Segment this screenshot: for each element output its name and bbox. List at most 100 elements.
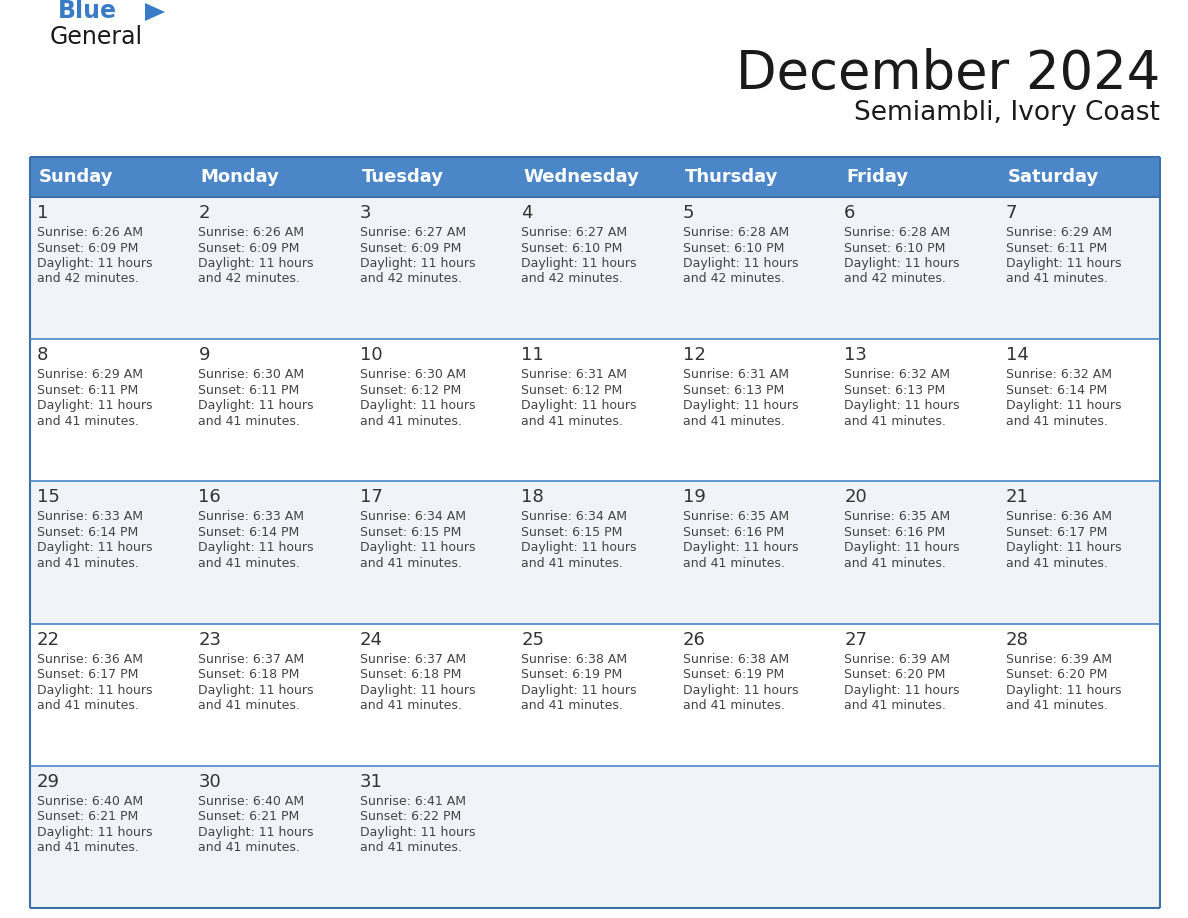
Text: and 41 minutes.: and 41 minutes. xyxy=(198,557,301,570)
Text: and 41 minutes.: and 41 minutes. xyxy=(683,415,784,428)
Text: Daylight: 11 hours: Daylight: 11 hours xyxy=(1005,684,1121,697)
Text: Sunrise: 6:32 AM: Sunrise: 6:32 AM xyxy=(1005,368,1112,381)
Text: Daylight: 11 hours: Daylight: 11 hours xyxy=(522,542,637,554)
Bar xyxy=(999,197,1159,339)
Text: Sunset: 6:21 PM: Sunset: 6:21 PM xyxy=(198,811,299,823)
Text: Sunrise: 6:37 AM: Sunrise: 6:37 AM xyxy=(360,653,466,666)
Bar xyxy=(353,197,514,339)
Text: Tuesday: Tuesday xyxy=(362,168,444,186)
Text: 27: 27 xyxy=(845,631,867,649)
Bar xyxy=(514,157,676,197)
Text: Sunset: 6:09 PM: Sunset: 6:09 PM xyxy=(198,241,299,254)
Text: Sunset: 6:17 PM: Sunset: 6:17 PM xyxy=(37,668,138,681)
Text: Sunrise: 6:30 AM: Sunrise: 6:30 AM xyxy=(360,368,466,381)
Text: 13: 13 xyxy=(845,346,867,364)
Text: General: General xyxy=(50,25,143,49)
Text: Daylight: 11 hours: Daylight: 11 hours xyxy=(1005,399,1121,412)
Text: Sunset: 6:10 PM: Sunset: 6:10 PM xyxy=(683,241,784,254)
Text: Sunrise: 6:35 AM: Sunrise: 6:35 AM xyxy=(683,510,789,523)
Text: 3: 3 xyxy=(360,204,372,222)
Text: 18: 18 xyxy=(522,488,544,507)
Text: Sunrise: 6:26 AM: Sunrise: 6:26 AM xyxy=(198,226,304,239)
Text: Sunset: 6:15 PM: Sunset: 6:15 PM xyxy=(360,526,461,539)
Bar xyxy=(514,197,676,339)
Text: Sunrise: 6:26 AM: Sunrise: 6:26 AM xyxy=(37,226,143,239)
Text: December 2024: December 2024 xyxy=(735,48,1159,100)
Bar xyxy=(30,766,191,908)
Text: Sunrise: 6:40 AM: Sunrise: 6:40 AM xyxy=(198,795,304,808)
Text: and 41 minutes.: and 41 minutes. xyxy=(845,700,946,712)
Text: Sunrise: 6:35 AM: Sunrise: 6:35 AM xyxy=(845,510,950,523)
Text: Sunrise: 6:27 AM: Sunrise: 6:27 AM xyxy=(522,226,627,239)
Text: Daylight: 11 hours: Daylight: 11 hours xyxy=(845,399,960,412)
Text: Sunrise: 6:31 AM: Sunrise: 6:31 AM xyxy=(522,368,627,381)
Text: 14: 14 xyxy=(1005,346,1029,364)
Text: Sunset: 6:21 PM: Sunset: 6:21 PM xyxy=(37,811,138,823)
Bar xyxy=(514,481,676,623)
Bar xyxy=(353,766,514,908)
Text: Sunset: 6:14 PM: Sunset: 6:14 PM xyxy=(198,526,299,539)
Bar xyxy=(353,481,514,623)
Text: Sunset: 6:12 PM: Sunset: 6:12 PM xyxy=(360,384,461,397)
Text: 1: 1 xyxy=(37,204,49,222)
Text: Friday: Friday xyxy=(846,168,909,186)
Text: Sunset: 6:15 PM: Sunset: 6:15 PM xyxy=(522,526,623,539)
Text: Daylight: 11 hours: Daylight: 11 hours xyxy=(683,542,798,554)
Bar xyxy=(30,197,191,339)
Text: Daylight: 11 hours: Daylight: 11 hours xyxy=(522,257,637,270)
Text: Daylight: 11 hours: Daylight: 11 hours xyxy=(360,399,475,412)
Text: and 41 minutes.: and 41 minutes. xyxy=(360,700,462,712)
Text: Daylight: 11 hours: Daylight: 11 hours xyxy=(845,542,960,554)
Text: Sunrise: 6:27 AM: Sunrise: 6:27 AM xyxy=(360,226,466,239)
Text: 16: 16 xyxy=(198,488,221,507)
Text: and 41 minutes.: and 41 minutes. xyxy=(198,841,301,855)
Text: Sunset: 6:10 PM: Sunset: 6:10 PM xyxy=(522,241,623,254)
Text: and 42 minutes.: and 42 minutes. xyxy=(360,273,462,285)
Bar xyxy=(676,623,838,766)
Bar xyxy=(838,481,999,623)
Text: Sunrise: 6:34 AM: Sunrise: 6:34 AM xyxy=(522,510,627,523)
Text: Sunrise: 6:39 AM: Sunrise: 6:39 AM xyxy=(1005,653,1112,666)
Bar xyxy=(838,157,999,197)
Text: Sunset: 6:16 PM: Sunset: 6:16 PM xyxy=(683,526,784,539)
Text: Daylight: 11 hours: Daylight: 11 hours xyxy=(360,257,475,270)
Text: Sunset: 6:11 PM: Sunset: 6:11 PM xyxy=(37,384,138,397)
Text: 21: 21 xyxy=(1005,488,1029,507)
Text: Sunset: 6:09 PM: Sunset: 6:09 PM xyxy=(360,241,461,254)
Text: Sunrise: 6:33 AM: Sunrise: 6:33 AM xyxy=(198,510,304,523)
Bar xyxy=(676,157,838,197)
Text: Sunrise: 6:38 AM: Sunrise: 6:38 AM xyxy=(683,653,789,666)
Text: Sunrise: 6:36 AM: Sunrise: 6:36 AM xyxy=(37,653,143,666)
Text: Sunrise: 6:32 AM: Sunrise: 6:32 AM xyxy=(845,368,950,381)
Text: and 41 minutes.: and 41 minutes. xyxy=(683,557,784,570)
Bar xyxy=(353,623,514,766)
Text: Sunrise: 6:29 AM: Sunrise: 6:29 AM xyxy=(1005,226,1112,239)
Bar xyxy=(999,481,1159,623)
Text: and 42 minutes.: and 42 minutes. xyxy=(683,273,784,285)
Text: Sunset: 6:19 PM: Sunset: 6:19 PM xyxy=(522,668,623,681)
Text: Sunset: 6:20 PM: Sunset: 6:20 PM xyxy=(1005,668,1107,681)
Text: 8: 8 xyxy=(37,346,49,364)
Text: Sunset: 6:09 PM: Sunset: 6:09 PM xyxy=(37,241,138,254)
Text: Sunrise: 6:36 AM: Sunrise: 6:36 AM xyxy=(1005,510,1112,523)
Text: Sunset: 6:16 PM: Sunset: 6:16 PM xyxy=(845,526,946,539)
Text: 10: 10 xyxy=(360,346,383,364)
Text: Sunrise: 6:28 AM: Sunrise: 6:28 AM xyxy=(683,226,789,239)
Text: 2: 2 xyxy=(198,204,210,222)
Text: and 41 minutes.: and 41 minutes. xyxy=(845,415,946,428)
Text: 22: 22 xyxy=(37,631,61,649)
Bar xyxy=(353,339,514,481)
Text: and 42 minutes.: and 42 minutes. xyxy=(845,273,946,285)
Text: Sunday: Sunday xyxy=(39,168,114,186)
Bar xyxy=(191,157,353,197)
Text: Sunrise: 6:30 AM: Sunrise: 6:30 AM xyxy=(198,368,304,381)
Text: Daylight: 11 hours: Daylight: 11 hours xyxy=(37,399,152,412)
Text: Sunset: 6:14 PM: Sunset: 6:14 PM xyxy=(37,526,138,539)
Text: and 41 minutes.: and 41 minutes. xyxy=(198,415,301,428)
Text: and 41 minutes.: and 41 minutes. xyxy=(360,415,462,428)
Text: Sunrise: 6:34 AM: Sunrise: 6:34 AM xyxy=(360,510,466,523)
Polygon shape xyxy=(145,3,165,21)
Text: Semiambli, Ivory Coast: Semiambli, Ivory Coast xyxy=(854,100,1159,126)
Text: 30: 30 xyxy=(198,773,221,790)
Bar xyxy=(353,157,514,197)
